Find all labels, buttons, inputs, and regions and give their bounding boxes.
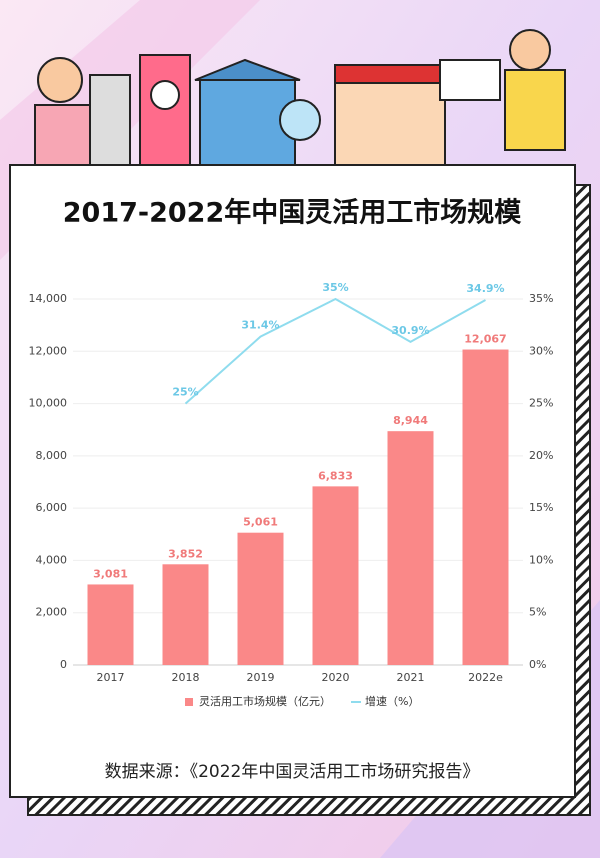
y2-tick-label: 0% [529, 658, 546, 671]
y2-tick-label: 25% [529, 397, 553, 410]
y2-tick-label: 20% [529, 449, 553, 462]
illustration [34, 29, 566, 166]
x-tick-label: 2020 [322, 671, 350, 684]
source: 数据来源：《2022年中国灵活用工市场研究报告》 [105, 762, 480, 782]
chart-title: 2017-2022年中国灵活用工市场规模 [63, 197, 522, 229]
x-tick-label: 2019 [247, 671, 275, 684]
bar-label: 3,081 [93, 567, 128, 580]
y2-tick-label: 15% [529, 501, 553, 514]
y-tick-label: 12,000 [29, 344, 68, 357]
bar-label: 8,944 [393, 414, 428, 427]
bar [387, 431, 434, 665]
bar-label: 5,061 [243, 516, 278, 529]
y2-tick-label: 35% [529, 292, 553, 305]
x-tick-label: 2018 [172, 671, 200, 684]
bar [462, 349, 509, 665]
x-tick-label: 2021 [397, 671, 425, 684]
bar [162, 564, 209, 665]
x-tick-label: 2022e [468, 671, 503, 684]
bar-label: 12,067 [464, 333, 506, 346]
y-tick-label: 2,000 [36, 606, 68, 619]
legend-label: 灵活用工市场规模（亿元） [199, 694, 331, 708]
line-label: 35% [322, 281, 348, 294]
y2-tick-label: 30% [529, 344, 553, 357]
line [184, 297, 486, 405]
y-tick-label: 6,000 [36, 501, 68, 514]
legend-swatch [185, 698, 193, 706]
y-tick-label: 14,000 [29, 292, 68, 305]
y-tick-label: 8,000 [36, 449, 68, 462]
y2-tick-label: 5% [529, 606, 546, 619]
bar [312, 486, 359, 665]
bar [87, 584, 134, 665]
y2-tick-label: 10% [529, 553, 553, 566]
line-label: 30.9% [391, 324, 429, 337]
bar-label: 3,852 [168, 547, 203, 560]
y-tick-label: 0 [60, 658, 67, 671]
x-tick-label: 2017 [97, 671, 125, 684]
line-label: 34.9% [466, 282, 504, 295]
legend-label: 增速（%） [365, 694, 419, 708]
line-label: 31.4% [241, 319, 279, 332]
y-tick-label: 4,000 [36, 553, 68, 566]
y-tick-label: 10,000 [29, 397, 68, 410]
bar-label: 6,833 [318, 469, 353, 482]
line-label: 25% [172, 386, 198, 399]
bar [237, 532, 284, 665]
